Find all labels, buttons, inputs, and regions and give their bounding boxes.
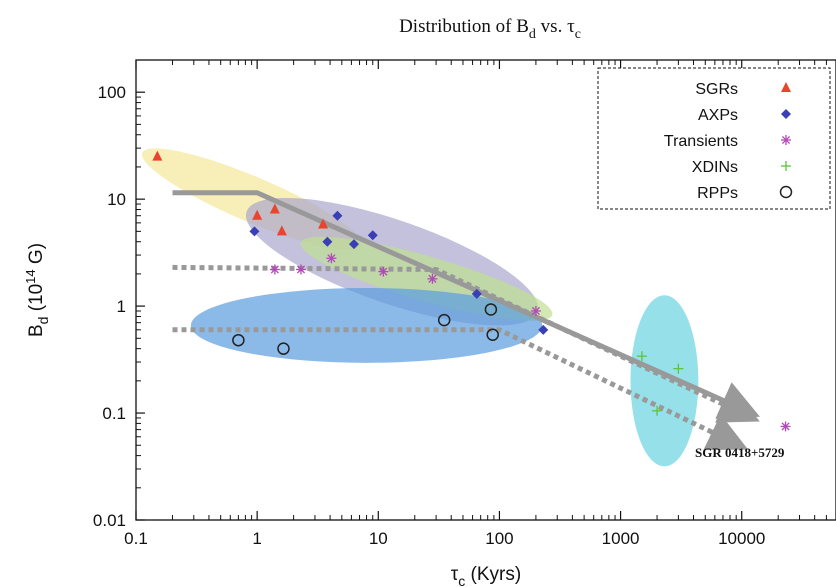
data-point-sgrs: [276, 225, 287, 236]
legend-box: [597, 67, 831, 210]
legend-marker-axps: [781, 109, 791, 119]
y-tick-label: 10: [107, 190, 126, 209]
data-point-transients: [780, 421, 791, 432]
data-point-axps: [322, 236, 333, 247]
data-point-xdins: [636, 351, 647, 362]
data-point-rpps: [232, 333, 245, 347]
x-tick-label: 10000: [718, 529, 765, 548]
shaded-region-4: [630, 295, 699, 467]
data-point-transients: [427, 273, 438, 284]
data-point-transients: [326, 253, 337, 264]
legend: SGRs AXPs Transients XDINs RPPs: [597, 67, 831, 210]
data-point-rpps: [437, 313, 451, 327]
data-point-transients: [378, 266, 389, 277]
legend-items: SGRs AXPs Transients XDINs RPPs: [664, 81, 793, 202]
legend-marker-xdins: [781, 161, 791, 171]
y-tick-label: 0.1: [102, 404, 126, 423]
legend-label-axps: AXPs: [698, 107, 738, 124]
data-point-rpps: [484, 303, 498, 316]
sgr-annotation: SGR 0418+5729: [695, 445, 785, 460]
data-point-sgrs: [269, 203, 280, 214]
x-axis-label: τc (Kyrs): [451, 564, 521, 587]
data-point-rpps: [486, 328, 499, 341]
data-point-axps: [367, 230, 378, 241]
data-point-sgrs: [318, 218, 329, 229]
x-tick-label: 1000: [602, 529, 640, 548]
x-tick-label: 0.1: [124, 529, 148, 548]
data-point-transients: [530, 305, 541, 316]
trend-line-dotted: [172, 264, 760, 423]
legend-marker-rpps: [779, 185, 793, 199]
legend-marker-sgrs: [781, 82, 791, 92]
data-point-xdins: [652, 405, 663, 416]
legend-label-xdins: XDINs: [692, 159, 738, 176]
data-point-axps: [249, 226, 260, 237]
y-tick-label: 0.01: [93, 511, 126, 530]
data-point-axps: [348, 239, 359, 250]
legend-marker-transients: [781, 135, 791, 145]
trend-lines: [172, 190, 760, 451]
y-tick-label: 100: [98, 83, 126, 102]
plot-frame: [135, 59, 836, 521]
chart-title: Distribution of Bd vs. τc: [399, 16, 581, 42]
y-axis-label: Bd (1014 G): [23, 243, 51, 337]
data-point-axps: [471, 288, 482, 299]
data-points: [152, 150, 791, 432]
data-point-transients: [269, 264, 280, 275]
x-tick-label: 10: [369, 529, 388, 548]
trend-line-dotted: [172, 327, 749, 451]
data-point-sgrs: [152, 150, 163, 161]
x-axis: 0.1 1 10 100 1000 10000: [124, 60, 836, 548]
data-point-rpps: [277, 342, 290, 355]
data-point-transients: [295, 264, 306, 275]
x-tick-label: 100: [485, 529, 513, 548]
y-axis: 0.01 0.1 1 10 100: [93, 59, 145, 530]
data-point-sgrs: [252, 209, 263, 220]
data-point-axps: [538, 324, 549, 335]
data-point-xdins: [673, 363, 684, 374]
data-point-axps: [332, 210, 343, 221]
trend-line-solid: [172, 190, 760, 419]
x-tick-label: 1: [252, 529, 261, 548]
legend-label-sgrs: SGRs: [695, 81, 738, 98]
shaded-regions: [141, 148, 699, 467]
legend-label-transients: Transients: [664, 133, 738, 150]
shaded-region-3: [190, 287, 543, 363]
y-tick-label: 1: [117, 297, 126, 316]
legend-label-rpps: RPPs: [697, 185, 738, 202]
